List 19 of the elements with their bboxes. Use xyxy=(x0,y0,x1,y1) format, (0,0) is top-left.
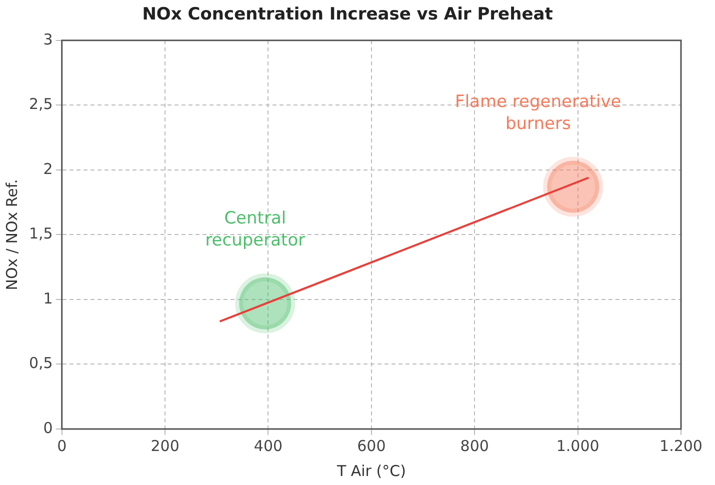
y-tick-label: 0 xyxy=(43,418,53,437)
x-tick-label: 1.200 xyxy=(660,436,702,455)
y-tick-label: 2,5 xyxy=(28,95,53,114)
x-tick-label: 800 xyxy=(460,436,489,455)
x-tick-label: 200 xyxy=(150,436,180,455)
y-tick-label: 3 xyxy=(43,30,53,48)
y-tick-label: 0,5 xyxy=(28,354,53,372)
x-tick-label: 0 xyxy=(57,436,67,455)
x-tick-label: 1.000 xyxy=(556,436,600,455)
x-tick-label: 400 xyxy=(254,436,283,455)
x-tick-label: 600 xyxy=(357,436,386,455)
y-axis-title: NOx / NOx Ref. xyxy=(2,179,21,290)
y-tick-label: 1 xyxy=(43,289,53,308)
y-tick-label: 2 xyxy=(43,160,53,178)
y-tick-label: 1,5 xyxy=(28,224,53,243)
x-axis-title: T Air (°C) xyxy=(336,462,406,480)
annotation: Flame regenerative burners xyxy=(455,92,622,134)
chart-title: NOx Concentration Increase vs Air Preheat xyxy=(142,4,553,25)
annotation: Central recuperator xyxy=(205,208,306,250)
